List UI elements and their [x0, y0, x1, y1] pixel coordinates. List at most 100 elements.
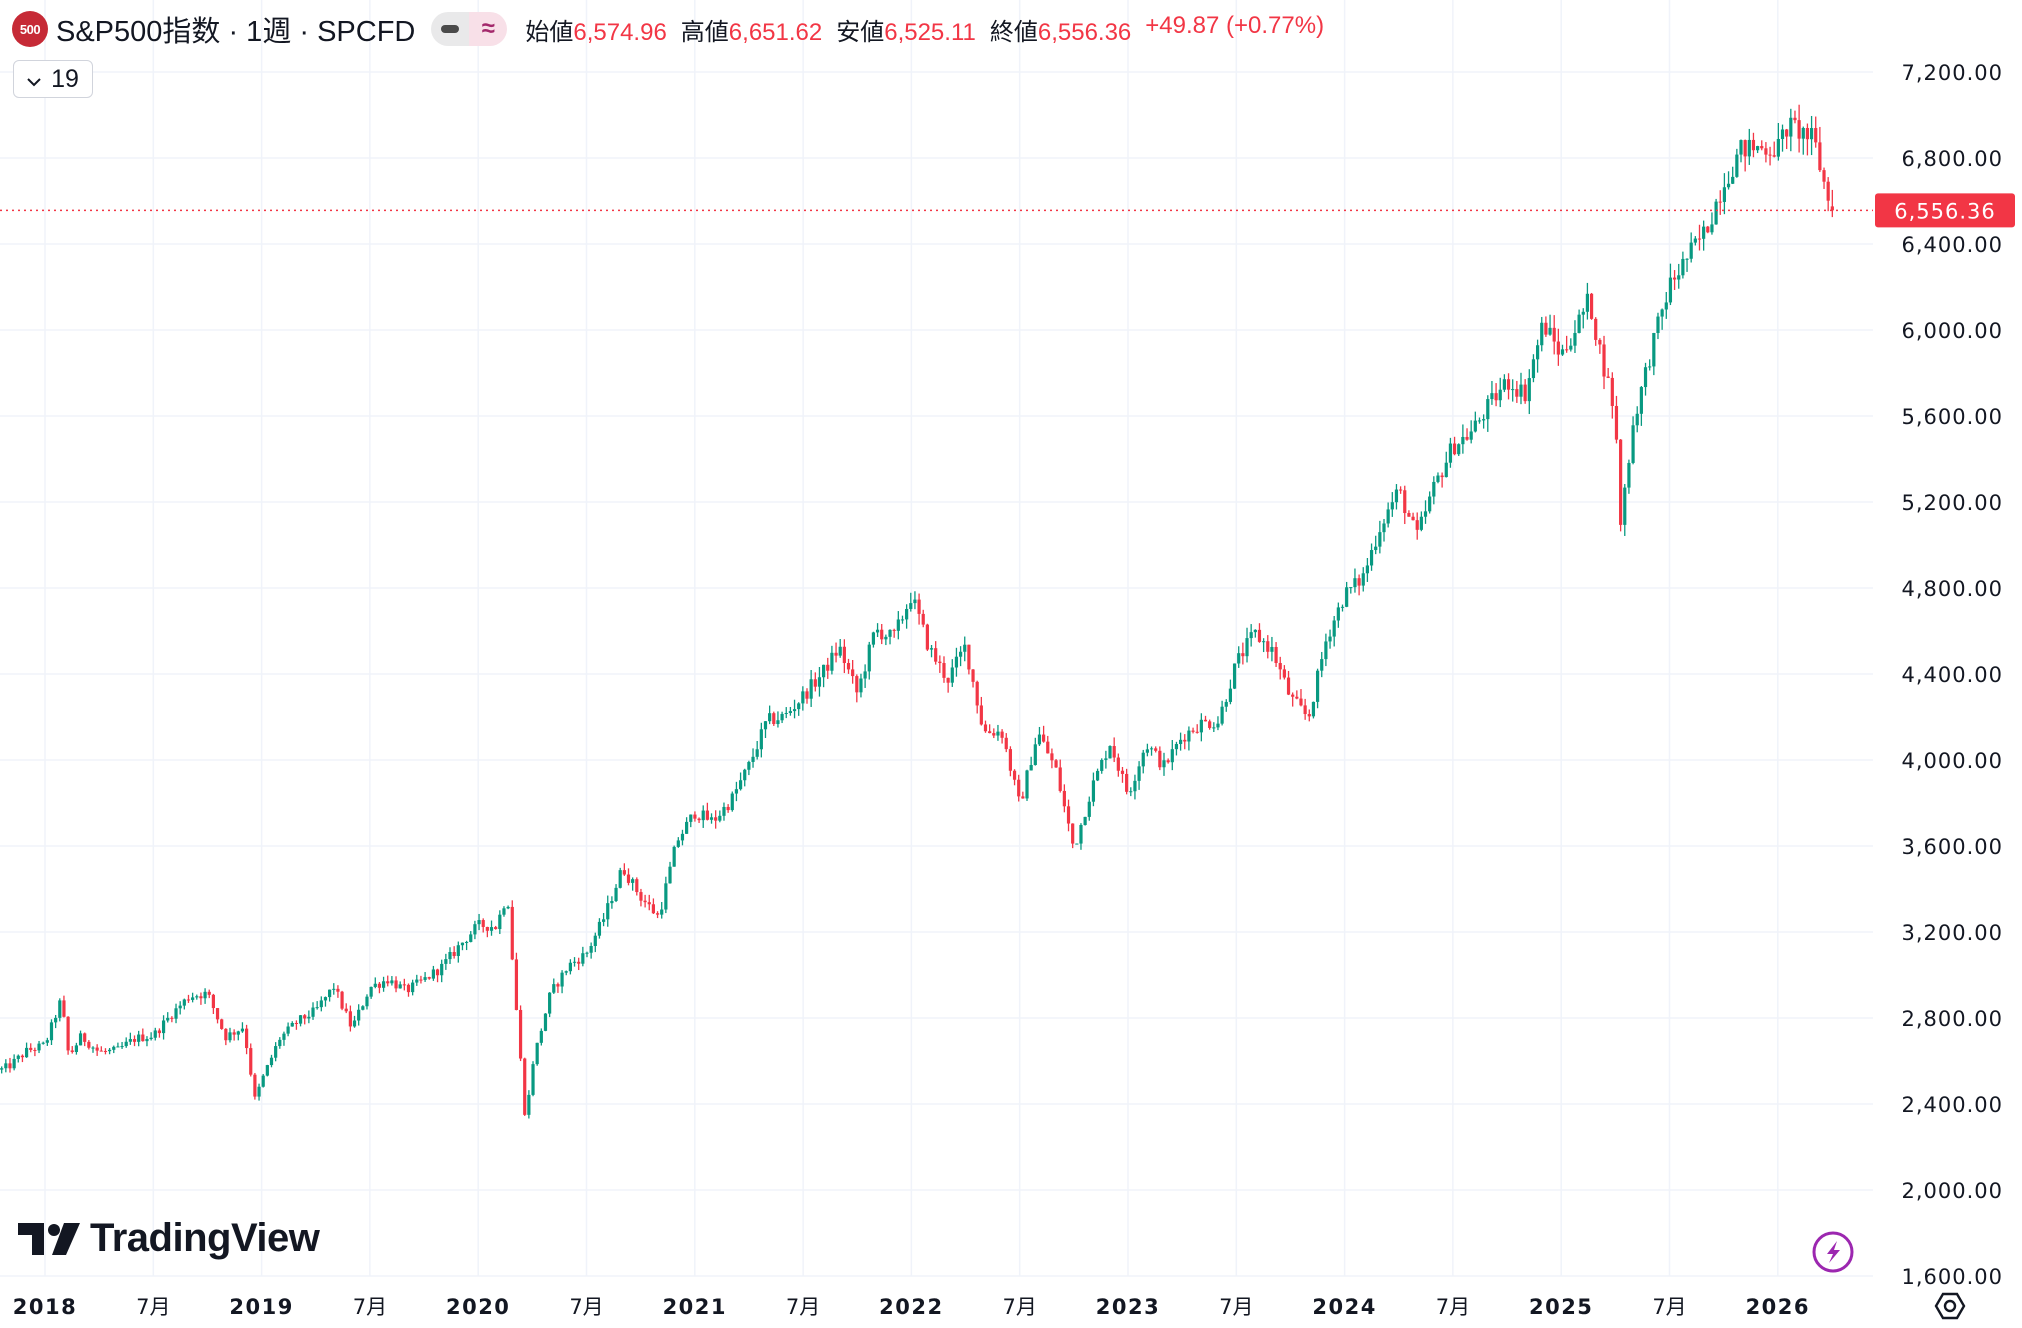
candle: [1083, 816, 1087, 826]
candle-body: [809, 679, 813, 699]
candle: [435, 968, 440, 983]
candle-body: [1058, 767, 1062, 791]
candle-body: [257, 1086, 261, 1097]
candle-body: [220, 1019, 224, 1029]
candle-body: [128, 1039, 132, 1042]
candle: [24, 1042, 29, 1058]
candle-body: [560, 972, 564, 987]
lightning-icon[interactable]: [1812, 1231, 1854, 1273]
candle: [1025, 769, 1029, 801]
candle: [635, 877, 639, 896]
candle-body: [274, 1046, 278, 1058]
candle-body: [1095, 770, 1100, 781]
candle-body: [70, 1050, 74, 1053]
candle: [1423, 500, 1428, 524]
candle: [1104, 750, 1108, 769]
candle-body: [1311, 701, 1316, 717]
candle: [369, 986, 373, 999]
candle: [1042, 725, 1046, 743]
close-value: 6,556.36: [1037, 18, 1132, 46]
candle-body: [1170, 749, 1174, 763]
candle: [909, 592, 913, 612]
candle: [1162, 752, 1166, 776]
candle: [988, 724, 992, 734]
settings-icon[interactable]: [1934, 1292, 1966, 1320]
grid: [0, 0, 1873, 1277]
candle-body: [278, 1039, 282, 1047]
candle: [116, 1042, 120, 1048]
candle-body: [572, 961, 577, 963]
candle: [1664, 291, 1668, 319]
symbol-title[interactable]: S&P500指数 · 1週 · SPCFD: [56, 16, 416, 48]
candle-body: [871, 632, 876, 645]
candle-body: [842, 646, 846, 664]
candle: [1311, 701, 1316, 719]
candle: [278, 1037, 282, 1049]
candle: [294, 1020, 299, 1030]
candle: [1544, 316, 1548, 337]
candle-body: [452, 952, 456, 956]
candle-body: [792, 709, 797, 712]
candle-body: [1544, 322, 1548, 335]
candle-body: [548, 992, 552, 1014]
candle: [332, 983, 336, 995]
candle: [896, 611, 900, 640]
candle: [1270, 636, 1274, 662]
candle: [361, 1005, 365, 1011]
candle: [597, 918, 602, 939]
candle-body: [1594, 318, 1598, 340]
candle: [1598, 338, 1602, 354]
candle: [884, 634, 888, 646]
candle: [954, 647, 959, 677]
y-tick-label: 3,600.00: [1901, 835, 2003, 859]
candle-body: [20, 1055, 25, 1058]
candle-body: [1133, 780, 1137, 792]
price-axis[interactable]: 7,200.00 6,800.00 6,400.00 6,000.00 5,600.00…: [1901, 61, 2003, 1289]
candle-body: [1826, 181, 1830, 201]
candle-body: [676, 840, 680, 847]
candle-body: [1444, 462, 1448, 478]
candle-body: [597, 921, 602, 936]
candle: [174, 1003, 178, 1024]
candle-body: [494, 927, 498, 930]
candle: [768, 705, 772, 725]
candle: [1158, 746, 1162, 771]
status-pill[interactable]: ≈: [431, 12, 508, 46]
candle-body: [992, 733, 996, 736]
candle: [564, 970, 568, 976]
candle-body: [867, 644, 871, 672]
candle-body: [62, 1000, 66, 1017]
candle: [1610, 372, 1614, 419]
candle: [668, 861, 672, 884]
candle: [340, 990, 344, 1011]
candle-body: [1606, 376, 1610, 378]
market-status-icon[interactable]: [431, 12, 470, 46]
candle: [448, 947, 452, 964]
candle-body: [232, 1032, 236, 1035]
candle: [489, 920, 494, 936]
candle-body: [1619, 439, 1623, 525]
candle: [406, 983, 411, 997]
candle-body: [207, 991, 211, 995]
candle: [1328, 629, 1332, 649]
candle-body: [473, 924, 477, 935]
candle-body: [444, 959, 448, 964]
candle: [357, 1004, 361, 1026]
candle-body: [1428, 496, 1432, 512]
candle-body: [1448, 443, 1453, 463]
candle: [1830, 189, 1834, 218]
candle: [925, 623, 929, 652]
candle: [1710, 212, 1714, 235]
approx-data-icon[interactable]: ≈: [469, 12, 508, 46]
time-axis[interactable]: 2018 7月 2019 7月 2020 7月 2021 7月 2022 7月 2023 7月 2024…: [13, 1295, 1810, 1319]
tradingview-watermark[interactable]: TradingView: [18, 1216, 320, 1261]
candle: [261, 1074, 265, 1088]
candle: [74, 1042, 79, 1055]
indicators-toggle-button[interactable]: 19: [13, 60, 93, 98]
candle-body: [1482, 419, 1486, 421]
low-value: 6,525.11: [884, 18, 976, 46]
candle-body: [506, 906, 510, 909]
candle-body: [1623, 487, 1627, 525]
candle-body: [685, 821, 689, 834]
